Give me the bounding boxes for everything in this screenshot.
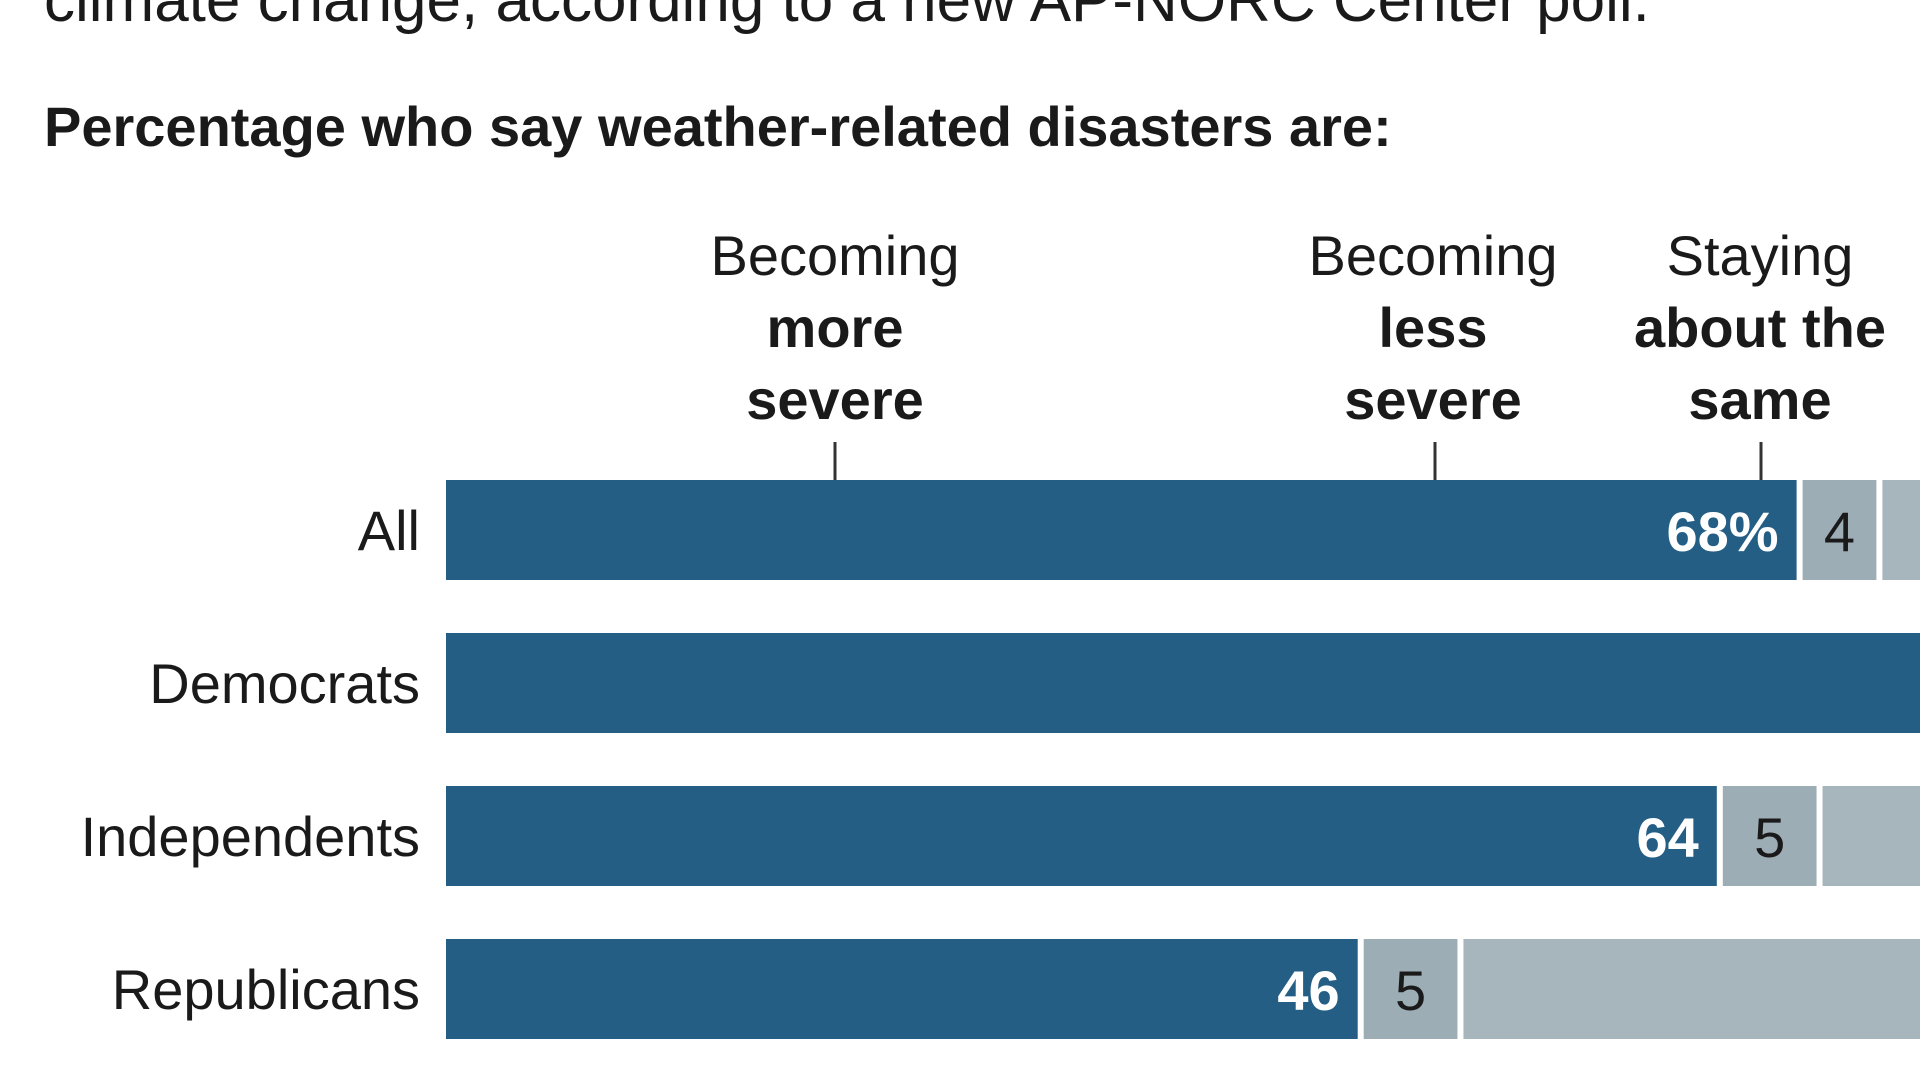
data-label-independents-less: 5 [1754,806,1785,869]
row-label-all: All [358,499,420,562]
bar-independents-more [446,786,1717,886]
data-label-republicans-less: 5 [1395,959,1426,1022]
bar-republicans-same [1463,939,1920,1039]
bar-republicans-less [1363,939,1458,1039]
column-header-line: about the [1634,296,1886,359]
bar-all-same [1882,480,1920,580]
column-header-line: less [1379,296,1488,359]
data-label-republicans-more: 46 [1277,959,1339,1022]
column-header-same: Staying about the same [1634,224,1886,431]
row-label-independents: Independents [81,805,420,868]
data-label-independents-more: 64 [1637,806,1699,869]
column-header-line: more [767,296,904,359]
data-label-all-more: 68% [1667,500,1779,563]
row-label-republicans: Republicans [112,958,420,1021]
intro-text: climate change, according to a new AP-NO… [44,0,1650,35]
chart-subtitle: Percentage who say weather-related disas… [44,95,1392,158]
column-header-line: Staying [1667,224,1854,287]
bar-independents-same [1822,786,1920,886]
column-header-line: same [1688,368,1831,431]
column-header-line: severe [1344,368,1522,431]
bar-democrats-more [446,633,1920,733]
row-label-democrats: Democrats [149,652,420,715]
bar-republicans-more [446,939,1358,1039]
data-label-all-less: 4 [1824,500,1855,563]
bar-all-less [1802,480,1877,580]
column-header-line: Becoming [710,224,959,287]
column-header-line: Becoming [1308,224,1557,287]
bar-all-more [446,480,1797,580]
column-header-more: Becoming more severe [710,224,959,431]
column-header-line: severe [746,368,924,431]
bar-independents-less [1722,786,1817,886]
column-header-less: Becoming less severe [1308,224,1557,431]
